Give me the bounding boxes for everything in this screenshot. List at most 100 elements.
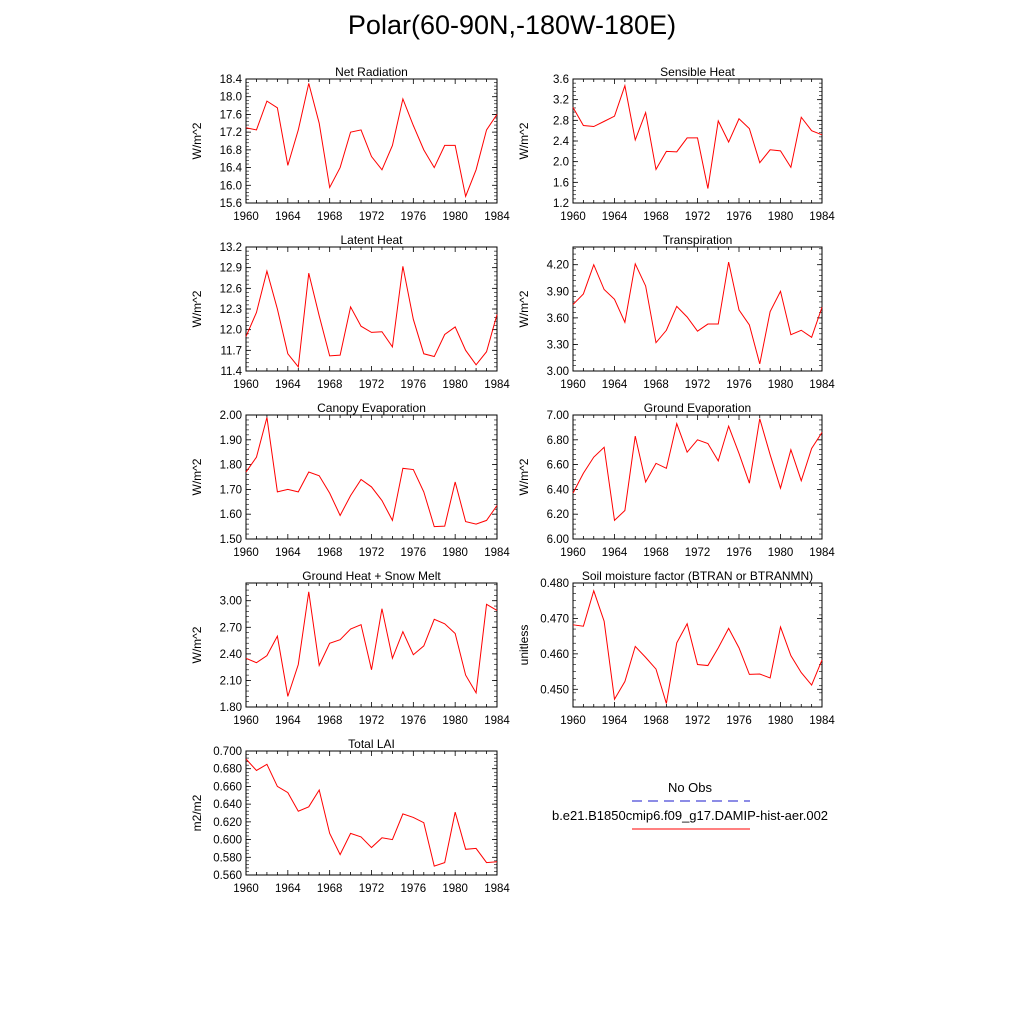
x-tick-label: 1968 xyxy=(643,211,669,223)
x-tick-label: 1960 xyxy=(233,211,259,223)
plot-frame xyxy=(245,414,498,540)
y-tick-label: 2.0 xyxy=(553,157,569,169)
x-tick-label: 1984 xyxy=(484,883,510,895)
y-tick-label: 3.90 xyxy=(547,286,569,298)
y-axis-label: m2/m2 xyxy=(190,794,204,831)
x-tick-label: 1976 xyxy=(726,715,752,727)
y-tick-label: 16.0 xyxy=(220,180,242,192)
y-tick-label: 2.4 xyxy=(553,136,570,148)
panel-title: Net Radiation xyxy=(335,65,408,79)
x-tick-label: 1980 xyxy=(768,715,794,727)
y-tick-label: 6.60 xyxy=(547,460,569,472)
x-tick-label: 1976 xyxy=(401,547,427,559)
x-tick-label: 1968 xyxy=(643,547,669,559)
y-tick-label: 11.7 xyxy=(220,345,242,357)
y-tick-label: 0.460 xyxy=(540,649,569,661)
y-tick-label: 2.00 xyxy=(220,410,242,422)
x-tick-label: 1976 xyxy=(401,211,427,223)
y-tick-label: 12.0 xyxy=(220,325,242,337)
plot-frame xyxy=(572,78,823,204)
y-tick-label: 11.4 xyxy=(220,366,242,378)
y-tick-label: 15.6 xyxy=(220,198,242,210)
x-tick-label: 1980 xyxy=(442,715,468,727)
panel-8: Soil moisture factor (BTRAN or BTRANMN) 1… xyxy=(517,569,835,727)
x-tick-label: 1976 xyxy=(726,211,752,223)
x-tick-label: 1972 xyxy=(685,715,711,727)
x-tick-label: 1980 xyxy=(442,883,468,895)
x-tick-label: 1984 xyxy=(809,715,835,727)
y-tick-label: 2.10 xyxy=(220,675,242,687)
y-tick-label: 0.660 xyxy=(213,781,242,793)
y-tick-label: 0.480 xyxy=(540,578,569,590)
y-tick-label: 3.6 xyxy=(553,74,569,86)
series-line xyxy=(245,417,498,528)
y-tick-label: 13.2 xyxy=(220,242,242,254)
legend-label-model: b.e21.B1850cmip6.f09_g17.DAMIP-hist-aer.… xyxy=(552,808,828,823)
y-tick-label: 0.450 xyxy=(540,684,569,696)
y-tick-label: 1.50 xyxy=(220,534,242,546)
y-tick-label: 12.6 xyxy=(220,283,242,295)
y-tick-label: 0.470 xyxy=(540,613,569,625)
x-tick-label: 1984 xyxy=(809,211,835,223)
panel-title: Total LAI xyxy=(348,737,395,751)
y-tick-label: 2.8 xyxy=(553,115,569,127)
y-tick-label: 6.80 xyxy=(547,435,569,447)
x-tick-label: 1972 xyxy=(685,211,711,223)
x-tick-label: 1960 xyxy=(233,379,259,391)
x-tick-label: 1976 xyxy=(401,883,427,895)
x-tick-label: 1968 xyxy=(643,715,669,727)
x-tick-label: 1964 xyxy=(275,883,301,895)
y-axis-label: W/m^2 xyxy=(517,122,531,159)
plot-frame xyxy=(572,582,823,708)
panel-title: Latent Heat xyxy=(340,233,403,247)
figure-title: Polar(60-90N,-180W-180E) xyxy=(347,10,677,40)
x-tick-label: 1964 xyxy=(275,379,301,391)
plot-frame xyxy=(245,750,498,876)
y-tick-label: 0.640 xyxy=(213,799,242,811)
y-axis-label: W/m^2 xyxy=(190,290,204,327)
y-tick-label: 7.00 xyxy=(547,410,569,422)
x-tick-label: 1980 xyxy=(442,547,468,559)
x-tick-label: 1972 xyxy=(685,379,711,391)
x-tick-label: 1960 xyxy=(560,211,586,223)
x-tick-label: 1964 xyxy=(602,211,628,223)
x-tick-label: 1980 xyxy=(768,547,794,559)
x-tick-label: 1964 xyxy=(275,715,301,727)
panel-2: Sensible Heat 1960 1964 1968 1972 1976 1980 198… xyxy=(517,65,835,223)
x-tick-label: 1976 xyxy=(401,715,427,727)
series-line xyxy=(572,589,823,704)
x-tick-label: 1968 xyxy=(643,379,669,391)
y-axis-label: W/m^2 xyxy=(190,458,204,495)
x-tick-label: 1960 xyxy=(560,715,586,727)
plot-frame xyxy=(572,414,823,540)
x-tick-label: 1984 xyxy=(809,379,835,391)
y-tick-label: 0.580 xyxy=(213,852,242,864)
panel-3: Latent Heat 1960 1964 1968 1972 1976 1980 1984 1… xyxy=(190,233,510,391)
y-tick-label: 0.620 xyxy=(213,817,242,829)
panel-title: Canopy Evaporation xyxy=(317,401,426,415)
y-tick-label: 0.600 xyxy=(213,835,242,847)
panel-4: Transpiration 1960 1964 1968 1972 1976 1980 198… xyxy=(517,233,835,391)
panel-title: Soil moisture factor (BTRAN or BTRANMN) xyxy=(582,569,813,583)
y-tick-label: 6.20 xyxy=(547,509,569,521)
x-tick-label: 1984 xyxy=(484,715,510,727)
y-tick-label: 17.6 xyxy=(220,109,242,121)
panel-6: Ground Evaporation 1960 1964 1968 1972 1976 19… xyxy=(517,401,835,559)
x-tick-label: 1960 xyxy=(233,715,259,727)
x-tick-label: 1964 xyxy=(275,547,301,559)
x-tick-label: 1968 xyxy=(317,211,343,223)
y-axis-label: W/m^2 xyxy=(190,626,204,663)
series-line xyxy=(245,83,498,199)
x-tick-label: 1968 xyxy=(317,547,343,559)
panel-title: Transpiration xyxy=(663,233,733,247)
panel-1: Net Radiation 1960 1964 1968 1972 1976 1980 198… xyxy=(190,65,510,223)
y-tick-label: 1.60 xyxy=(220,509,242,521)
y-tick-label: 4.20 xyxy=(547,260,569,272)
x-tick-label: 1964 xyxy=(602,715,628,727)
y-tick-label: 1.90 xyxy=(220,435,242,447)
y-tick-label: 6.40 xyxy=(547,484,569,496)
y-axis-label: W/m^2 xyxy=(517,458,531,495)
series-line xyxy=(572,261,823,365)
x-tick-label: 1976 xyxy=(726,379,752,391)
x-tick-label: 1964 xyxy=(602,547,628,559)
